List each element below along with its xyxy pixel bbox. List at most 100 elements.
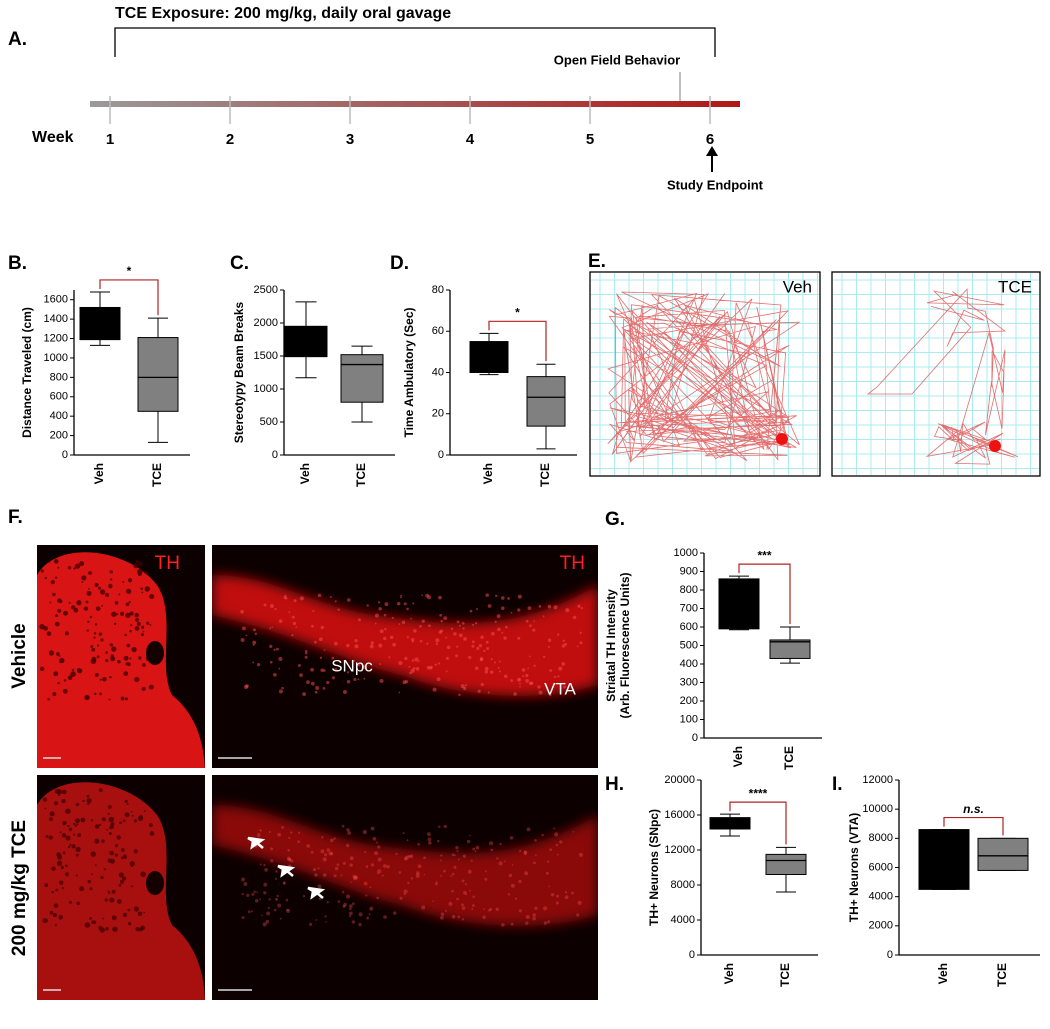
texture bbox=[119, 821, 123, 825]
region-label: SNpc bbox=[331, 656, 373, 675]
neuron bbox=[377, 857, 382, 862]
box bbox=[977, 837, 1029, 871]
texture bbox=[135, 617, 139, 622]
y-tick-label: 500 bbox=[680, 639, 698, 651]
y-tick-label: 60 bbox=[432, 325, 444, 337]
y-axis-label: Distance Traveled (cm) bbox=[20, 307, 34, 438]
neuron bbox=[525, 619, 529, 623]
neuron bbox=[286, 908, 289, 912]
week-number: 3 bbox=[346, 131, 354, 148]
texture bbox=[73, 567, 76, 570]
significance-bracket bbox=[943, 816, 1004, 836]
texture bbox=[73, 822, 76, 825]
texture bbox=[74, 818, 80, 824]
y-tick-label: 0 bbox=[887, 949, 893, 961]
neuron bbox=[315, 685, 320, 691]
texture bbox=[127, 578, 133, 583]
box bbox=[718, 578, 760, 630]
neuron bbox=[482, 915, 486, 919]
texture bbox=[57, 854, 63, 860]
neuron bbox=[411, 659, 415, 662]
neuron bbox=[509, 836, 514, 840]
texture bbox=[141, 686, 146, 691]
neuron bbox=[440, 874, 443, 877]
neuron bbox=[358, 663, 361, 667]
texture bbox=[89, 916, 93, 920]
x-tick-label: Veh bbox=[936, 963, 950, 984]
neuron bbox=[498, 670, 502, 673]
neuron bbox=[286, 856, 291, 861]
endpoint-label: Study Endpoint bbox=[667, 177, 764, 192]
texture bbox=[144, 571, 148, 575]
neuron bbox=[576, 913, 580, 917]
week-label: Week bbox=[32, 129, 74, 146]
neuron bbox=[261, 914, 263, 917]
neuron bbox=[472, 895, 475, 898]
box bbox=[769, 639, 811, 659]
texture bbox=[103, 868, 107, 871]
neuron bbox=[565, 608, 570, 613]
ventricle bbox=[146, 871, 164, 895]
texture bbox=[74, 563, 81, 569]
neuron bbox=[254, 899, 259, 903]
texture bbox=[87, 802, 90, 806]
neuron bbox=[503, 674, 508, 679]
neuron bbox=[472, 623, 475, 627]
neuron bbox=[497, 666, 500, 669]
neuron bbox=[453, 865, 457, 869]
neuron bbox=[274, 877, 278, 880]
texture bbox=[65, 835, 71, 841]
texture bbox=[143, 810, 146, 813]
texture bbox=[120, 696, 125, 701]
neuron bbox=[428, 841, 432, 845]
neuron bbox=[403, 889, 408, 894]
y-axis-label: (Arb. Fluorescence Units) bbox=[618, 572, 632, 718]
neuron bbox=[558, 666, 563, 671]
neuron bbox=[291, 634, 294, 637]
neuron bbox=[368, 913, 371, 916]
neuron bbox=[487, 604, 492, 608]
panel-label: H. bbox=[605, 774, 624, 795]
y-tick-label: 1500 bbox=[254, 350, 278, 362]
neuron bbox=[315, 919, 318, 921]
box bbox=[340, 354, 384, 403]
neuron bbox=[542, 615, 545, 618]
neuron bbox=[268, 831, 271, 834]
texture bbox=[44, 807, 47, 810]
neuron bbox=[278, 657, 283, 662]
neuron bbox=[500, 596, 505, 600]
neuron bbox=[314, 690, 318, 694]
neuron bbox=[423, 873, 426, 876]
neuron bbox=[310, 850, 314, 854]
neuron bbox=[579, 641, 583, 645]
neuron bbox=[381, 874, 384, 877]
neuron bbox=[346, 643, 350, 648]
behavior-label: Open Field Behavior bbox=[554, 52, 680, 67]
neuron bbox=[337, 608, 340, 612]
texture bbox=[57, 794, 60, 797]
neuron bbox=[369, 906, 374, 911]
neuron bbox=[518, 909, 522, 913]
neuron bbox=[379, 678, 384, 684]
neuron bbox=[271, 626, 274, 629]
texture bbox=[108, 816, 115, 823]
neuron bbox=[252, 640, 257, 645]
texture bbox=[134, 676, 140, 683]
neuron bbox=[458, 693, 461, 697]
neuron bbox=[446, 645, 451, 650]
neuron bbox=[310, 624, 314, 628]
y-tick-label: 0 bbox=[272, 449, 278, 461]
neuron bbox=[370, 641, 374, 645]
arena bbox=[831, 271, 1041, 477]
neuron bbox=[377, 872, 379, 875]
neuron bbox=[273, 648, 276, 651]
neuron bbox=[278, 619, 283, 623]
neuron bbox=[517, 636, 521, 640]
neuron bbox=[448, 901, 453, 906]
neuron bbox=[251, 892, 255, 896]
texture bbox=[149, 593, 155, 600]
arrow bbox=[247, 836, 266, 850]
x-tick-label: TCE bbox=[995, 963, 1009, 987]
texture bbox=[126, 803, 129, 806]
texture bbox=[107, 858, 113, 863]
